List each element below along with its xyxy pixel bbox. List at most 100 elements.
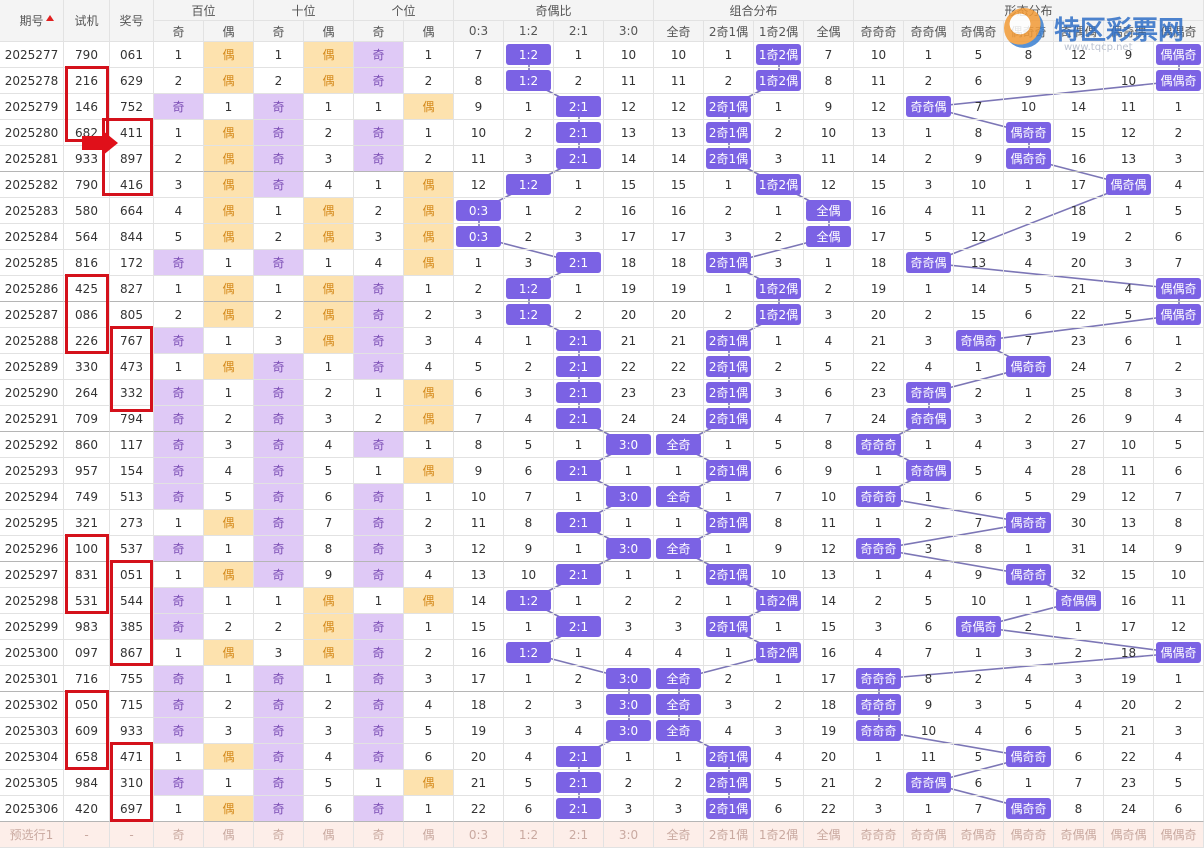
preselect-cell: 偶偶奇 bbox=[1154, 822, 1204, 848]
miss-count: 11 bbox=[604, 68, 654, 94]
hit-cell: 偶偶奇 bbox=[1154, 302, 1204, 328]
miss-count: 1 bbox=[654, 458, 704, 484]
hit-cell: 奇 bbox=[154, 588, 204, 614]
row-field: 709 bbox=[64, 406, 110, 432]
miss-count: 8 bbox=[954, 536, 1004, 562]
miss-count: 31 bbox=[1054, 536, 1104, 562]
miss-count: 11 bbox=[654, 68, 704, 94]
row-field: 816 bbox=[64, 250, 110, 276]
miss-count: 8 bbox=[804, 432, 854, 458]
row-field: 580 bbox=[64, 198, 110, 224]
hit-cell: 奇 bbox=[354, 354, 404, 380]
row-field: 330 bbox=[64, 354, 110, 380]
miss-count: 1 bbox=[554, 640, 604, 666]
miss-count: 1 bbox=[254, 588, 304, 614]
miss-count: 14 bbox=[804, 588, 854, 614]
miss-count: 4 bbox=[904, 562, 954, 588]
trend-line bbox=[878, 730, 1030, 758]
miss-count: 18 bbox=[454, 692, 504, 718]
hit-cell: 偶 bbox=[404, 588, 454, 614]
miss-count: 18 bbox=[604, 250, 654, 276]
hit-cell: 奇奇奇 bbox=[854, 432, 904, 458]
row-field: 609 bbox=[64, 718, 110, 744]
miss-count: 1 bbox=[754, 198, 804, 224]
miss-count: 7 bbox=[1054, 770, 1104, 796]
miss-count: 14 bbox=[454, 588, 504, 614]
sort-indicator[interactable] bbox=[46, 15, 54, 21]
miss-count: 6 bbox=[804, 380, 854, 406]
miss-count: 4 bbox=[1154, 744, 1204, 770]
miss-count: 9 bbox=[754, 536, 804, 562]
hit-label: 2:1 bbox=[556, 148, 601, 169]
miss-count: 6 bbox=[754, 458, 804, 484]
miss-count: 2 bbox=[904, 510, 954, 536]
hit-label: 2奇1偶 bbox=[706, 616, 751, 637]
row-field: 2025278 bbox=[0, 68, 64, 94]
miss-count: 3 bbox=[554, 692, 604, 718]
miss-count: 8 bbox=[904, 666, 954, 692]
miss-count: 1 bbox=[554, 536, 604, 562]
sub-header: 奇奇偶 bbox=[904, 21, 954, 42]
hit-cell: 奇偶奇 bbox=[954, 328, 1004, 354]
miss-count: 7 bbox=[1004, 328, 1054, 354]
hit-cell: 2:1 bbox=[554, 744, 604, 770]
miss-count: 3 bbox=[754, 146, 804, 172]
hit-label: 1奇2偶 bbox=[756, 278, 801, 299]
group-header: 组合分布 bbox=[654, 0, 854, 21]
hit-label: 2:1 bbox=[556, 798, 601, 819]
hit-label: 偶奇奇 bbox=[1006, 746, 1051, 767]
hit-cell: 奇 bbox=[254, 458, 304, 484]
miss-count: 10 bbox=[454, 484, 504, 510]
miss-count: 11 bbox=[954, 198, 1004, 224]
hit-cell: 奇 bbox=[254, 666, 304, 692]
miss-count: 10 bbox=[904, 718, 954, 744]
hit-label: 2:1 bbox=[556, 122, 601, 143]
row-field: 086 bbox=[64, 302, 110, 328]
row-field: 2025290 bbox=[0, 380, 64, 406]
miss-count: 1 bbox=[304, 354, 354, 380]
miss-count: 2 bbox=[354, 406, 404, 432]
red-box bbox=[110, 742, 153, 822]
miss-count: 8 bbox=[954, 120, 1004, 146]
miss-count: 18 bbox=[1104, 640, 1154, 666]
miss-count: 3 bbox=[1154, 146, 1204, 172]
hit-cell: 奇 bbox=[354, 484, 404, 510]
miss-count: 9 bbox=[1104, 406, 1154, 432]
miss-count: 3 bbox=[654, 614, 704, 640]
hit-cell: 偶偶奇 bbox=[1154, 68, 1204, 94]
row-field: 752 bbox=[110, 94, 154, 120]
hit-label: 3:0 bbox=[606, 694, 651, 715]
miss-count: 15 bbox=[454, 614, 504, 640]
miss-count: 8 bbox=[1004, 42, 1054, 68]
miss-count: 11 bbox=[804, 510, 854, 536]
row-field: 420 bbox=[64, 796, 110, 822]
miss-count: 16 bbox=[1104, 588, 1154, 614]
miss-count: 1 bbox=[454, 250, 504, 276]
hit-cell: 奇 bbox=[154, 614, 204, 640]
hit-cell: 奇 bbox=[254, 536, 304, 562]
miss-count: 7 bbox=[954, 796, 1004, 822]
miss-count: 20 bbox=[604, 302, 654, 328]
miss-count: 6 bbox=[404, 744, 454, 770]
row-field: 2025300 bbox=[0, 640, 64, 666]
hit-cell: 奇奇奇 bbox=[854, 484, 904, 510]
miss-count: 1 bbox=[354, 94, 404, 120]
hit-cell: 奇 bbox=[154, 692, 204, 718]
hit-label: 偶奇奇 bbox=[1006, 564, 1051, 585]
hit-cell: 偶 bbox=[304, 224, 354, 250]
row-field: 216 bbox=[64, 68, 110, 94]
miss-count: 2 bbox=[704, 302, 754, 328]
miss-count: 2 bbox=[404, 68, 454, 94]
hit-label: 奇奇偶 bbox=[906, 460, 951, 481]
miss-count: 1 bbox=[404, 42, 454, 68]
hit-cell: 偶奇奇 bbox=[1004, 562, 1054, 588]
row-field: 664 bbox=[110, 198, 154, 224]
miss-count: 1 bbox=[204, 250, 254, 276]
miss-count: 1 bbox=[504, 328, 554, 354]
miss-count: 5 bbox=[404, 718, 454, 744]
hit-cell: 奇 bbox=[254, 380, 304, 406]
hit-cell: 偶偶奇 bbox=[1154, 276, 1204, 302]
miss-count: 5 bbox=[504, 770, 554, 796]
row-field: 2025291 bbox=[0, 406, 64, 432]
column-header: 试机 bbox=[64, 0, 110, 42]
